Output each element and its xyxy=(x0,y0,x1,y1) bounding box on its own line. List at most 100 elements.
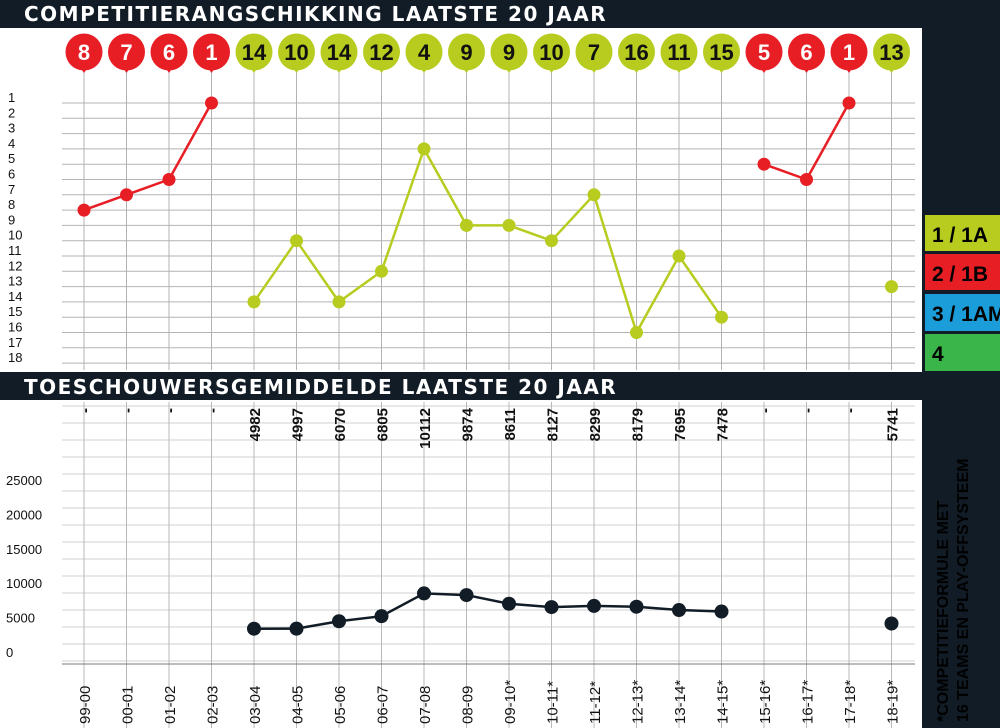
season-label: 08-09 xyxy=(460,686,477,724)
attendance-segment xyxy=(423,592,467,597)
ranking-pin-label: 4 xyxy=(418,40,431,65)
attendance-segment xyxy=(338,614,382,623)
ranking-pin-label: 10 xyxy=(284,40,308,65)
ranking-segment xyxy=(83,193,127,212)
attendance-y-tick: 5000 xyxy=(6,611,35,626)
attendance-point xyxy=(714,604,729,619)
ranking-point xyxy=(460,218,473,232)
attendance-value-label: - xyxy=(77,408,94,413)
ranking-pin xyxy=(363,33,400,71)
season-label: 18-19* xyxy=(885,680,902,724)
ranking-pin xyxy=(660,33,698,71)
attendance-point xyxy=(629,599,644,614)
attendance-value-label: 8611 xyxy=(502,408,519,441)
ranking-point xyxy=(247,295,261,309)
ranking-points xyxy=(77,96,898,339)
legend-swatch-1am xyxy=(925,294,1000,331)
attendance-point xyxy=(672,603,686,618)
season-label: 09-10* xyxy=(502,680,519,724)
ranking-pin-label: 16 xyxy=(624,40,648,65)
attendance-segment xyxy=(636,605,680,612)
attendance-value-labels: - - - - 4982 4997 6070 6805 10112 9874 8611 8127 829… xyxy=(77,407,902,449)
attendance-segment xyxy=(508,602,552,609)
attendance-points xyxy=(247,586,899,636)
ranking-title: COMPETITIERANGSCHIKKING LAATSTE 20 JAAR xyxy=(24,2,607,26)
ranking-segment xyxy=(295,239,341,303)
season-label: 10-11* xyxy=(545,681,562,724)
ranking-pin-label: 6 xyxy=(800,40,812,65)
ranking-segment xyxy=(508,224,552,242)
season-label: 07-08 xyxy=(417,686,434,724)
ranking-y-tick: 7 xyxy=(8,182,15,197)
ranking-segment xyxy=(677,255,723,318)
attendance-segment xyxy=(551,604,595,609)
ranking-pin xyxy=(108,33,145,71)
legend-swatch-4 xyxy=(925,334,1000,371)
ranking-segment xyxy=(592,194,638,333)
attendance-value-label: - xyxy=(757,408,774,413)
ranking-point xyxy=(885,280,898,294)
ranking-y-tick: 6 xyxy=(8,167,15,182)
ranking-point xyxy=(417,142,431,156)
ranking-y-tick: 5 xyxy=(8,151,15,166)
season-label: 01-02 xyxy=(162,686,179,724)
ranking-pin-label: 13 xyxy=(879,40,903,65)
attendance-segment xyxy=(296,620,340,630)
attendance-value-label: 8127 xyxy=(545,408,562,441)
ranking-point xyxy=(757,157,771,171)
attendance-value-label: 5741 xyxy=(885,408,902,441)
attendance-value-label: - xyxy=(205,408,222,413)
ranking-pin xyxy=(788,33,825,71)
ranking-pin xyxy=(278,33,315,71)
attendance-segment xyxy=(593,604,637,608)
ranking-pin-label: 1 xyxy=(843,40,855,65)
ranking-point xyxy=(332,295,346,309)
ranking-pin-label: 10 xyxy=(539,40,563,65)
footnote-line-1: *COMPETITIEFORMULE MET xyxy=(935,500,952,722)
attendance-point xyxy=(374,609,389,624)
season-label: 16-17* xyxy=(800,680,817,724)
season-label: 04-05 xyxy=(290,686,307,724)
ranking-y-tick: 18 xyxy=(8,350,22,365)
ranking-pin xyxy=(490,33,528,71)
ranking-pin-label: 14 xyxy=(242,40,267,65)
ranking-pin xyxy=(830,33,868,71)
ranking-point xyxy=(800,173,813,186)
ranking-segment xyxy=(380,148,426,272)
season-label: 00-01 xyxy=(120,686,137,724)
ranking-title-bar xyxy=(0,0,922,28)
ranking-segment xyxy=(252,239,298,303)
ranking-y-tick: 9 xyxy=(8,212,15,227)
ranking-pin xyxy=(745,33,783,71)
season-label: 12-13* xyxy=(630,680,647,724)
legend-label-1a: 1 / 1A xyxy=(932,224,988,247)
ranking-point xyxy=(120,188,133,202)
ranking-y-tick: 11 xyxy=(8,243,22,258)
attendance-value-label: 4982 xyxy=(247,408,264,441)
ranking-point xyxy=(290,234,303,248)
legend-label-1b: 2 / 1B xyxy=(932,263,988,286)
attendance-point xyxy=(417,586,431,601)
attendance-value-label: - xyxy=(842,408,859,413)
ranking-y-tick: 17 xyxy=(8,335,22,350)
ranking-y-tick: 10 xyxy=(8,228,22,243)
legend-label-4: 4 xyxy=(932,343,944,366)
ranking-y-tick: 14 xyxy=(8,289,22,304)
ranking-point xyxy=(162,173,176,186)
ranking-pin xyxy=(618,33,655,71)
ranking-pin-label: 7 xyxy=(588,40,600,65)
ranking-point xyxy=(545,234,558,248)
legend: 1 / 1A 2 / 1B 3 / 1AM 4 xyxy=(925,215,1000,371)
ranking-pin-label: 6 xyxy=(163,40,175,65)
ranking-y-tick: 1 xyxy=(8,90,15,105)
attendance-value-label: 8179 xyxy=(630,408,647,441)
attendance-value-label: - xyxy=(162,408,179,413)
legend-label-1am: 3 / 1AM xyxy=(932,303,1000,326)
attendance-point xyxy=(459,588,474,603)
attendance-segment xyxy=(466,593,510,605)
attendance-y-tick: 0 xyxy=(6,645,13,660)
ranking-grid xyxy=(62,102,915,364)
attendance-lines xyxy=(253,592,722,630)
ranking-pin-label: 14 xyxy=(327,40,352,65)
